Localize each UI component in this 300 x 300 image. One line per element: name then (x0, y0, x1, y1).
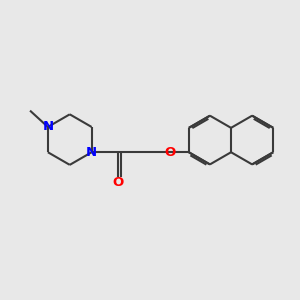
Text: O: O (164, 146, 175, 159)
Text: O: O (113, 176, 124, 189)
Text: N: N (42, 121, 53, 134)
Text: N: N (86, 146, 97, 159)
